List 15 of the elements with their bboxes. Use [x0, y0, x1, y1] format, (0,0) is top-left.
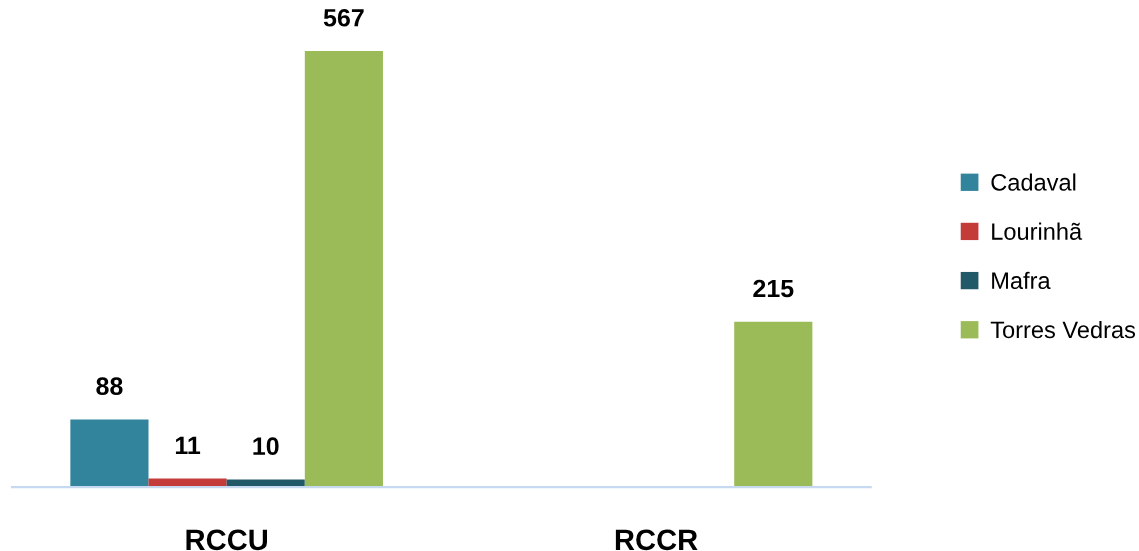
legend-label: Torres Vedras: [990, 320, 1136, 339]
data-label: 215: [753, 279, 794, 298]
legend-label: Cadaval: [991, 173, 1076, 191]
x-tick-label: RCCU: [186, 529, 267, 551]
data-label: 88: [96, 377, 123, 396]
data-label: 567: [323, 8, 364, 27]
legend-label: Mafra: [992, 271, 1051, 290]
bar: [70, 419, 149, 488]
bar: [304, 51, 383, 488]
bar: [734, 321, 813, 488]
data-label: 10: [253, 437, 279, 456]
x-tick-label: RCCR: [615, 529, 698, 551]
legend-label: Lourinhã: [992, 222, 1083, 240]
data-label: 11: [175, 436, 201, 454]
bar: [226, 479, 305, 488]
